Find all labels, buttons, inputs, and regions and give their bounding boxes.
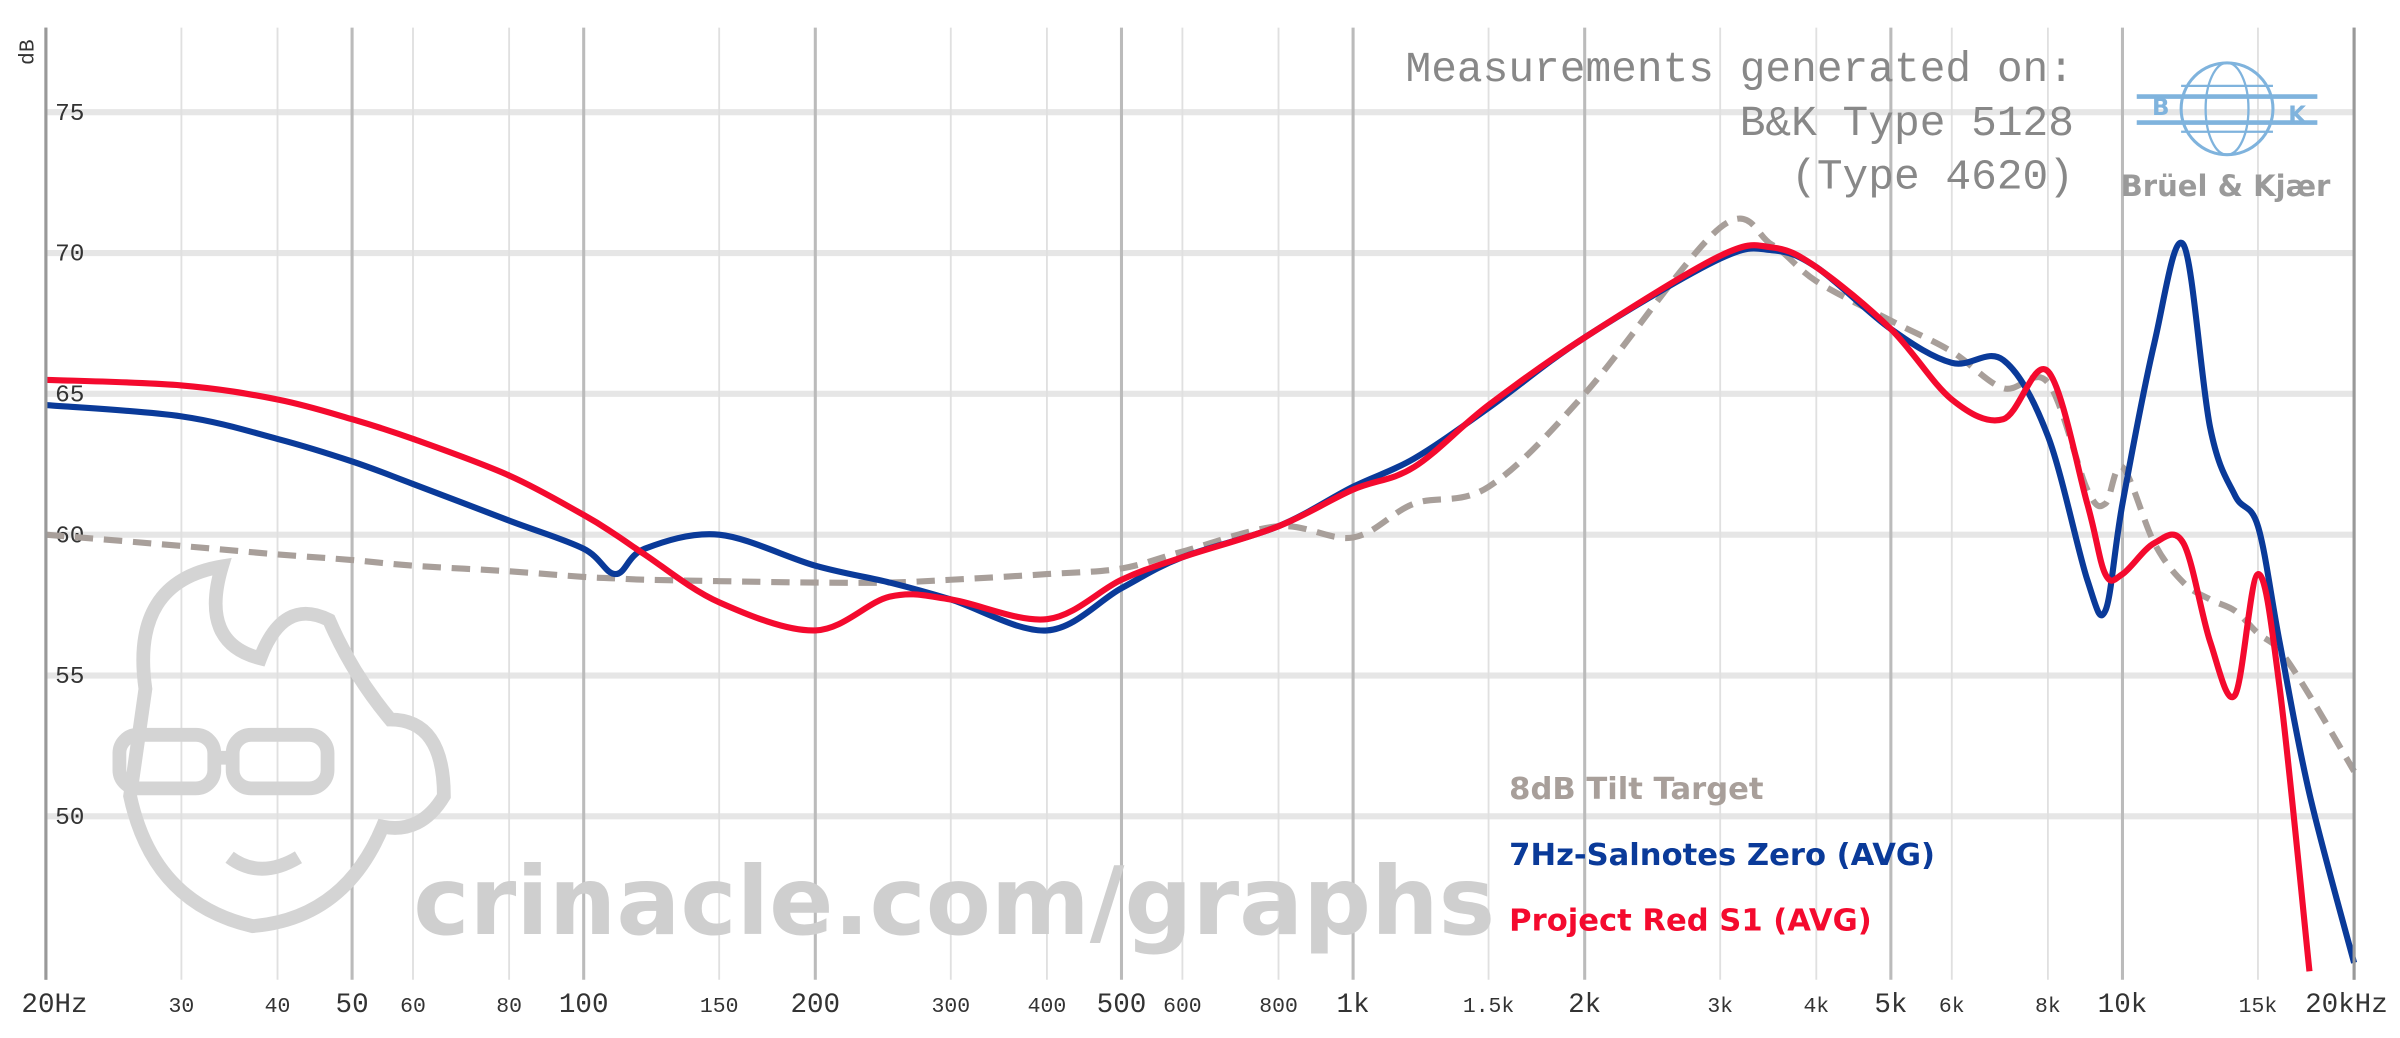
x-tick-label: 500 [1097, 990, 1147, 1021]
x-tick-label: 3k [1707, 995, 1733, 1019]
y-tick-label: 50 [55, 805, 84, 832]
x-tick-label: 20kHz [2305, 990, 2388, 1021]
x-tick-label: 1.5k [1463, 995, 1514, 1019]
x-tick-label: 60 [400, 995, 426, 1019]
x-tick-label: 80 [496, 995, 522, 1019]
x-tick-label: 300 [932, 995, 971, 1019]
lines [45, 215, 2358, 972]
x-tick-label: 200 [791, 990, 841, 1021]
x-tick-label: 2k [1568, 990, 1601, 1021]
x-tick-label: 50 [336, 990, 369, 1021]
logo: B K Brüel & Kjær [2121, 61, 2331, 203]
x-tick-label: 30 [169, 995, 195, 1019]
x-tick-label: 600 [1163, 995, 1202, 1019]
y-tick-label: 70 [55, 242, 84, 269]
x-tick-label: 6k [1939, 995, 1965, 1019]
annotation: B&K Type 5128 [1740, 99, 2074, 148]
y-tick-label: 75 [55, 101, 84, 128]
legend: 8dB Tilt Target 7Hz-Salnotes Zero (AVG) Pr… [1509, 772, 1935, 939]
legend-entry: 7Hz-Salnotes Zero (AVG) [1509, 838, 1935, 873]
x-tick-label: 4k [1803, 995, 1829, 1019]
x-tick-label: 100 [559, 990, 609, 1021]
x-tick-label: 40 [265, 995, 291, 1019]
x-tick-label: 1k [1337, 990, 1370, 1021]
series-line [45, 242, 2313, 972]
series-line [45, 215, 2357, 773]
x-tick-label: 5k [1874, 990, 1907, 1021]
y-tick-label: 55 [55, 664, 84, 691]
x-tick-label: 15k [2239, 995, 2278, 1019]
legend-entry: 8dB Tilt Target [1509, 772, 1763, 807]
x-tick-label: 800 [1259, 995, 1298, 1019]
legend-entry: Project Red S1 (AVG) [1509, 904, 1872, 939]
logo-letter: B [2152, 95, 2169, 121]
annotation: (Type 4620) [1791, 152, 2074, 201]
x-tick-label: 10k [2098, 990, 2148, 1021]
x-tick-label: 400 [1028, 995, 1067, 1019]
x-tick-label: 20Hz [21, 990, 87, 1021]
logo-letter: K [2288, 103, 2307, 129]
y-axis-label: dB [17, 39, 41, 65]
logo-name: Brüel & Kjær [2121, 169, 2331, 203]
watermark: crinacle.com/graphs [413, 847, 1495, 957]
x-tick-label: 8k [2035, 995, 2061, 1019]
x-tick-label: 150 [700, 995, 739, 1019]
watermark-face [112, 557, 451, 934]
annotation: Measurements generated on: [1405, 45, 2073, 94]
